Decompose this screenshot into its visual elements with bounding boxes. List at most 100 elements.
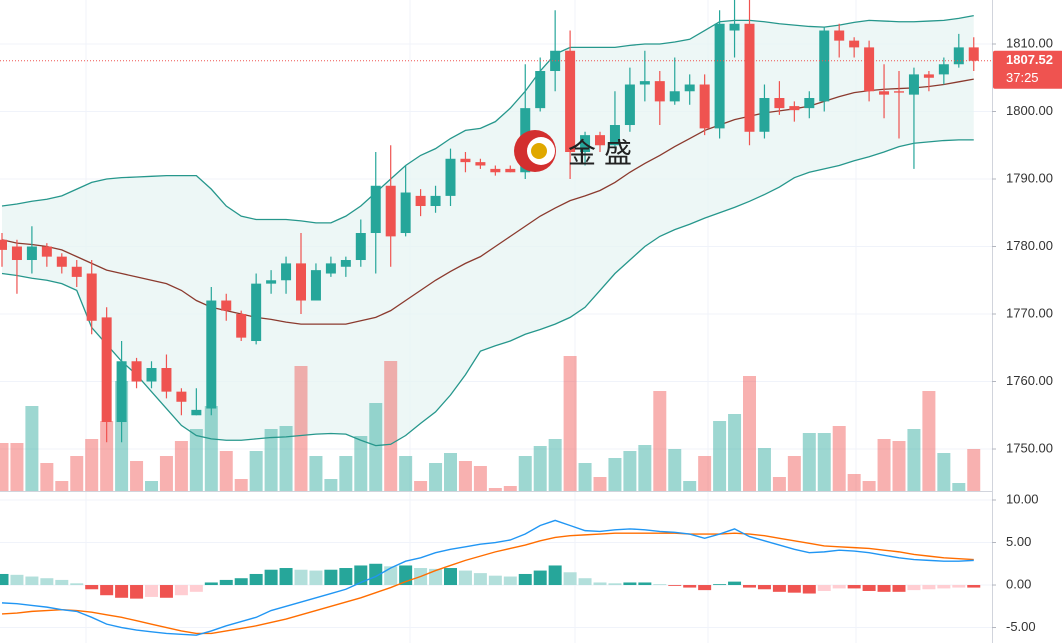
histogram-bar [608, 583, 622, 586]
histogram-bar [683, 585, 697, 588]
candle-body [191, 409, 202, 416]
volume-bar [444, 453, 457, 491]
candle-body [445, 158, 456, 196]
volume-bar [458, 461, 472, 491]
watermark-text: 金盛 [568, 137, 640, 168]
histogram-bar [294, 569, 308, 586]
candle-body [385, 185, 396, 237]
volume-bar [369, 403, 383, 491]
candle-body [595, 135, 605, 146]
volume-bar [40, 463, 54, 491]
volume-bar [294, 366, 308, 491]
y-tick-label: 1770.00 [1006, 305, 1053, 320]
histogram-bar [10, 574, 24, 586]
volume-bar [608, 458, 622, 491]
histogram-bar [937, 585, 951, 589]
y-tick-label: 1790.00 [1006, 170, 1053, 185]
histogram-bar [967, 585, 981, 588]
histogram-bar [578, 578, 592, 586]
last-price-label: 1807.52 [1006, 52, 1053, 67]
candle-body [894, 91, 904, 93]
histogram-bar [728, 581, 742, 586]
histogram-bar [40, 578, 54, 586]
histogram-bar [757, 585, 771, 590]
volume-bar [130, 461, 144, 491]
watermark: 金盛 [514, 130, 640, 172]
candle-body [729, 23, 740, 31]
histogram-bar [518, 573, 532, 586]
histogram-bar [817, 585, 831, 591]
volume-bar [787, 456, 801, 491]
candle-body [116, 361, 127, 423]
volume-bar [922, 391, 936, 491]
histogram-bar [174, 585, 188, 596]
candle-body [56, 256, 67, 267]
histogram-bar [115, 585, 129, 598]
candle-body [0, 239, 7, 250]
histogram-bar [952, 585, 966, 588]
histogram-bar [204, 582, 218, 586]
candle-body [251, 283, 262, 342]
histogram-bar [100, 585, 114, 596]
y-tick-label: 1760.00 [1006, 373, 1053, 388]
last-price-box [993, 50, 1062, 89]
candle-body [131, 361, 142, 382]
volume-bar [907, 429, 921, 491]
histogram-bar [548, 565, 562, 586]
volume-bar [219, 451, 233, 491]
volume-bar [429, 463, 443, 491]
volume-bar [204, 406, 218, 491]
volume-bar [339, 456, 353, 491]
volume-bar [713, 421, 727, 491]
y-tick-label: 1780.00 [1006, 238, 1053, 253]
volume-bar [279, 426, 293, 491]
volume-bar [174, 441, 188, 491]
histogram-bar [832, 585, 846, 589]
candle-body [744, 23, 755, 132]
histogram-bar [473, 573, 487, 586]
candle-body [281, 263, 292, 281]
volume-bar [518, 456, 532, 491]
volume-bar [189, 429, 203, 491]
candle-body [490, 168, 501, 173]
candle-body [101, 317, 112, 423]
histogram-bar [130, 585, 144, 599]
candle-body [699, 84, 710, 129]
histogram-bar [339, 568, 353, 586]
candle-body [370, 185, 381, 234]
candle-body [340, 260, 351, 267]
volume-bar [668, 449, 682, 491]
y-tick-label: 5.00 [1006, 534, 1031, 549]
histogram-bar [802, 585, 816, 594]
volume-bar [533, 446, 547, 491]
volume-bar [757, 448, 771, 491]
volume-bar [414, 481, 428, 491]
y-tick-label: 1750.00 [1006, 440, 1053, 455]
candle-body [849, 40, 860, 48]
histogram-bar [488, 575, 502, 586]
volume-bar [593, 477, 607, 491]
volume-bar [877, 439, 891, 491]
candle-body [460, 158, 471, 163]
volume-bar [937, 453, 951, 491]
candle-body [415, 195, 426, 207]
histogram-bar [772, 585, 786, 592]
volume-bar [772, 477, 786, 491]
histogram-bar [354, 565, 368, 586]
candle-body [26, 246, 37, 261]
volume-bar [952, 483, 966, 491]
candle-body [355, 233, 366, 261]
countdown-label: 37:25 [1006, 70, 1039, 85]
volume-bar [264, 429, 278, 491]
candle-body [759, 98, 770, 132]
volume-bar [563, 356, 577, 491]
volume-bar [55, 481, 69, 491]
histogram-bar [234, 578, 248, 586]
candle-body [505, 168, 516, 173]
volume-bar [892, 441, 906, 491]
histogram-bar [444, 568, 457, 586]
histogram-bar [70, 583, 84, 586]
logo-core [531, 143, 547, 159]
histogram-bar [85, 585, 99, 590]
